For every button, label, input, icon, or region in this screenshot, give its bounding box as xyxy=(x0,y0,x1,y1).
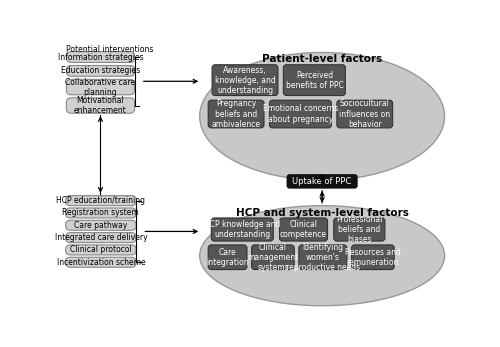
FancyBboxPatch shape xyxy=(212,218,274,241)
FancyBboxPatch shape xyxy=(66,232,136,243)
FancyBboxPatch shape xyxy=(352,245,394,270)
FancyBboxPatch shape xyxy=(66,66,134,76)
FancyBboxPatch shape xyxy=(337,100,392,128)
FancyBboxPatch shape xyxy=(66,52,134,62)
FancyBboxPatch shape xyxy=(299,245,347,270)
FancyBboxPatch shape xyxy=(66,220,136,230)
Text: Education strategies: Education strategies xyxy=(61,66,140,75)
Text: Collaborative care
planning: Collaborative care planning xyxy=(66,77,136,96)
Text: Awareness,
knowledge, and
understanding: Awareness, knowledge, and understanding xyxy=(214,66,276,95)
FancyBboxPatch shape xyxy=(212,65,278,95)
FancyBboxPatch shape xyxy=(334,218,385,241)
Text: Resources and
remuneration: Resources and remuneration xyxy=(345,248,401,267)
Text: Information strategies: Information strategies xyxy=(58,52,144,61)
FancyBboxPatch shape xyxy=(66,245,136,255)
FancyBboxPatch shape xyxy=(280,218,328,241)
FancyBboxPatch shape xyxy=(66,208,136,218)
Text: Perceived
benefits of PPC: Perceived benefits of PPC xyxy=(286,71,343,90)
FancyBboxPatch shape xyxy=(66,257,136,267)
Text: HCP knowledge and
understanding: HCP knowledge and understanding xyxy=(204,220,281,239)
Text: Care
integration: Care integration xyxy=(206,248,249,267)
Text: Pregnancy
beliefs and
ambivalence: Pregnancy beliefs and ambivalence xyxy=(212,100,260,129)
Text: Identifying
women's
reproductive needs: Identifying women's reproductive needs xyxy=(286,243,360,272)
FancyBboxPatch shape xyxy=(66,196,136,206)
Text: Emotional concerns
about pregnancy: Emotional concerns about pregnancy xyxy=(262,104,338,124)
Text: Professional
beliefs and
biases: Professional beliefs and biases xyxy=(336,215,382,244)
FancyBboxPatch shape xyxy=(208,245,247,270)
Text: Clinical protocol: Clinical protocol xyxy=(70,245,132,254)
FancyBboxPatch shape xyxy=(284,65,346,95)
Text: Integrated care delivery: Integrated care delivery xyxy=(54,233,147,242)
Text: Uptake of PPC: Uptake of PPC xyxy=(292,177,352,186)
Text: Sociocultural
influences on
behavior: Sociocultural influences on behavior xyxy=(339,100,390,129)
Text: Clinical
management
systems: Clinical management systems xyxy=(248,243,298,272)
Ellipse shape xyxy=(200,52,444,180)
Ellipse shape xyxy=(200,206,444,306)
Text: Care pathway: Care pathway xyxy=(74,221,128,230)
Text: Patient-level factors: Patient-level factors xyxy=(262,54,382,64)
FancyBboxPatch shape xyxy=(208,100,264,128)
FancyBboxPatch shape xyxy=(66,98,134,113)
FancyBboxPatch shape xyxy=(287,175,357,188)
Text: Registration system: Registration system xyxy=(62,209,139,218)
FancyBboxPatch shape xyxy=(66,79,134,95)
Text: Potential interventions: Potential interventions xyxy=(66,45,154,54)
Text: Motivational
enhancement: Motivational enhancement xyxy=(74,96,127,115)
Text: HCP education/training: HCP education/training xyxy=(56,196,146,205)
Text: Incentivization scheme: Incentivization scheme xyxy=(56,258,145,267)
FancyBboxPatch shape xyxy=(270,100,332,128)
FancyBboxPatch shape xyxy=(252,245,294,270)
Text: Clinical
competence: Clinical competence xyxy=(280,220,327,239)
Text: HCP and system-level factors: HCP and system-level factors xyxy=(236,208,408,218)
